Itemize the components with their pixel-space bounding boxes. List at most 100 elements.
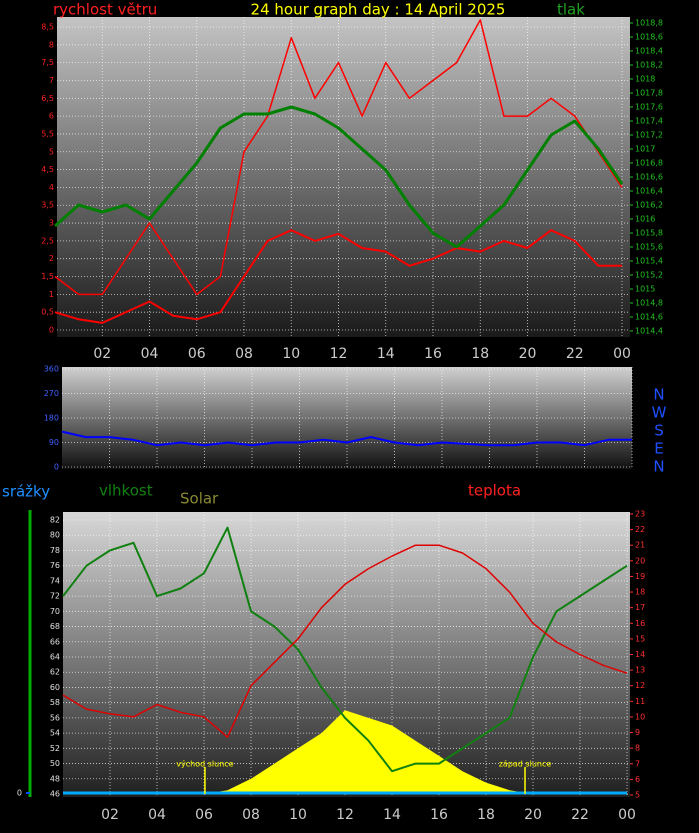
x-tick-label: 18 [477,807,495,823]
y2-tick-label: 14 [635,650,645,659]
y-tick-label: 78 [50,546,60,555]
y-tick-label: 0 [54,463,59,472]
x-tick-label: 20 [519,346,537,362]
y2-tick-label: 23 [635,510,645,519]
y2-tick-label: 21 [635,541,645,550]
y-tick-label: 58 [50,698,60,707]
compass-label: N [653,386,664,404]
y2-tick-label: 16 [635,619,645,628]
x-tick-label: 06 [188,346,206,362]
x-tick-label: 16 [424,346,442,362]
y-tick-label: 1,5 [41,272,54,281]
y2-tick-label: 1018,4 [635,47,663,56]
y2-tick-label: 1018,2 [635,61,663,70]
y-tick-label: 52 [50,744,60,753]
y2-tick-label: 1014,8 [635,299,663,308]
y2-tick-label: 13 [635,666,645,675]
y-tick-label: 5 [49,147,54,156]
legend-label: teplota [468,482,521,500]
y2-tick-label: 1017,8 [635,89,663,98]
y2-tick-label: 5 [635,791,640,800]
y2-tick-label: 10 [635,712,645,721]
y-tick-label: 6,5 [41,94,54,103]
y-tick-label: 68 [50,622,60,631]
y-tick-label: 46 [50,790,60,799]
x-tick-label: 12 [330,346,348,362]
legend-label: srážky [2,483,50,501]
y2-tick-label: 1015,8 [635,229,663,238]
compass-label: W [652,404,667,422]
y-tick-label: 48 [50,774,60,783]
line [62,526,628,773]
line [54,229,622,324]
y-tick-label: 50 [50,759,60,768]
y-tick-label: 74 [50,576,60,585]
y-tick-label: 0,5 [41,308,54,317]
y3-tick-label: 0 [17,789,22,798]
y-tick-label: 54 [50,729,60,738]
y-tick-label: 64 [50,653,60,662]
compass-label: S [654,422,664,440]
y2-tick-label: 7 [635,759,640,768]
y-tick-label: 56 [50,713,60,722]
y-tick-label: 7 [49,76,54,85]
y2-tick-label: 1015,4 [635,257,663,266]
y2-tick-label: 1014,4 [635,327,663,336]
y2-tick-label: 1016,2 [635,201,663,210]
y2-tick-label: 20 [635,556,645,565]
y2-tick-label: 1015 [635,285,655,294]
x-tick-label: 18 [471,346,489,362]
y-tick-label: 1 [49,290,54,299]
y-tick-label: 2,5 [41,236,54,245]
y2-tick-label: 1016,6 [635,173,663,182]
y2-tick-label: 1016,8 [635,159,663,168]
compass-label: N [653,458,664,476]
x-tick-label: 02 [93,346,111,362]
y2-tick-label: 6 [635,775,640,784]
y-tick-label: 82 [50,516,60,525]
y-tick-label: 4,5 [41,165,54,174]
plot-area [57,17,630,337]
y-tick-label: 0 [49,326,54,335]
y-tick-label: 6 [49,112,54,121]
y2-tick-label: 1018,6 [635,33,663,42]
y-tick-label: 66 [50,637,60,646]
y-tick-label: 5,5 [41,129,54,138]
y2-tick-label: 15 [635,634,645,643]
x-tick-label: 16 [430,807,448,823]
annotation: západ slunce [499,760,552,769]
y-tick-label: 80 [50,531,60,540]
y-tick-label: 360 [44,365,59,374]
y-axis-label: rychlost větru [53,1,157,19]
y-tick-label: 3,5 [41,201,54,210]
y2-tick-label: 1017,2 [635,131,663,140]
y2-tick-label: 1018 [635,75,655,84]
y-tick-label: 8,5 [41,23,54,32]
y2-tick-label: 1017 [635,145,655,154]
y2-tick-label: 11 [635,697,645,706]
line [54,105,624,249]
y2-axis-label: tlak [557,1,585,19]
compass-label: E [654,440,663,458]
x-tick-label: 10 [282,346,300,362]
y2-tick-label: 18 [635,588,645,597]
y-tick-label: 7,5 [41,58,54,67]
y2-tick-label: 19 [635,572,645,581]
x-tick-label: 00 [618,807,636,823]
chart-title: 24 hour graph day : 14 April 2025 [251,1,506,19]
y2-tick-label: 12 [635,681,645,690]
x-tick-label: 06 [195,807,213,823]
line [62,544,628,738]
x-tick-label: 12 [336,807,354,823]
y2-tick-label: 1014,6 [635,313,663,322]
y-tick-label: 4 [49,183,54,192]
x-tick-label: 00 [613,346,631,362]
y-tick-label: 70 [50,607,60,616]
y-tick-label: 2 [49,254,54,263]
area [63,710,627,794]
x-tick-label: 10 [289,807,307,823]
y2-tick-label: 1016 [635,215,655,224]
y2-tick-label: 1017,4 [635,117,663,126]
x-tick-label: 22 [571,807,589,823]
